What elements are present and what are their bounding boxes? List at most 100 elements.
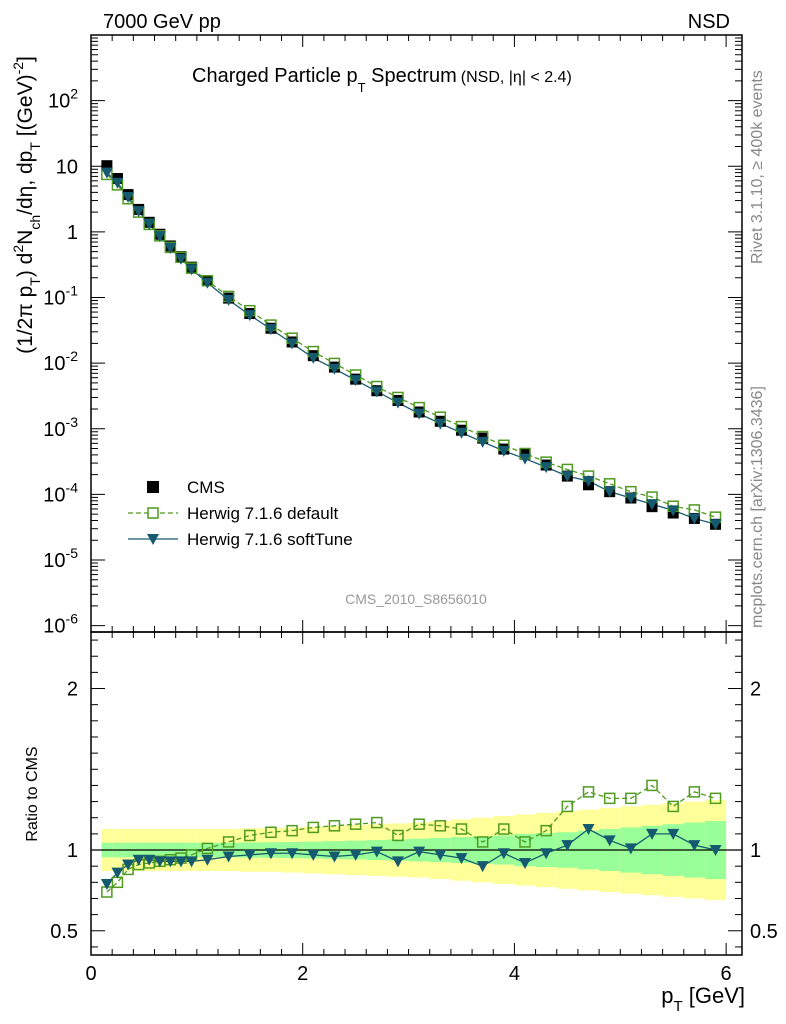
herwig-softtune-point — [243, 310, 256, 322]
ratio-default-point — [201, 842, 214, 855]
herwig-softtune-point — [201, 277, 214, 289]
y-tick-label: 10-3 — [43, 414, 78, 441]
x-tick-label: 2 — [297, 963, 308, 985]
herwig-softtune-point — [111, 177, 124, 189]
title-main-sub: T — [358, 80, 366, 95]
ratio-softtune-point — [153, 856, 166, 868]
ratio-softtune-point — [561, 840, 574, 852]
ratio-default-point — [371, 816, 383, 829]
ratio-softtune-point — [540, 848, 553, 860]
herwig-softtune-point — [122, 192, 135, 204]
herwig-softtune-point — [143, 218, 156, 230]
ratio-softtune-point — [243, 849, 256, 861]
ratio-default-point — [646, 779, 658, 792]
ratio-softtune-point — [185, 856, 198, 868]
legend-softtune-marker — [147, 534, 159, 545]
ratio-softtune-point — [582, 824, 595, 836]
ratio-default-point — [625, 792, 637, 805]
main-plot-panel: Charged Particle pT Spectrum (NSD, |η| < … — [10, 34, 743, 638]
ratio-softtune-point — [455, 853, 468, 865]
ratio-default-point — [413, 818, 425, 830]
ratio-y-tick-label-right: 2 — [750, 679, 761, 701]
herwig-softtune-point — [370, 386, 383, 398]
svg-text:Charged Particle pT Spectrum(N: Charged Particle pT Spectrum (NSD, |η| < … — [192, 65, 572, 95]
herwig-softtune-point — [624, 493, 637, 505]
ratio-default-point — [328, 820, 341, 832]
herwig-softtune-point — [519, 453, 531, 465]
y-tick-label: 10 — [56, 156, 78, 178]
header-left: 7000 GeV pp — [103, 11, 221, 33]
ratio-default-line — [106, 784, 716, 893]
herwig-softtune-point — [561, 471, 574, 483]
ratio-default-point — [709, 792, 722, 805]
herwig-softtune-point — [688, 513, 701, 525]
mcplots-label: mcplots.cern.ch [arXiv:1306.3436] — [749, 386, 766, 628]
ratio-softtune-point — [286, 848, 299, 860]
title-qualifier: (NSD, |η| < 2.4) — [461, 69, 572, 86]
ratio-default-point — [476, 836, 489, 848]
ratio-softtune-point — [434, 849, 447, 861]
herwig-softtune-point — [307, 352, 320, 364]
ratio-softtune-point — [100, 878, 113, 890]
ratio-softtune-point — [370, 846, 383, 858]
ratio-softtune-point — [201, 854, 214, 866]
ratio-default-point — [688, 786, 701, 798]
ratio-default-point — [603, 792, 616, 805]
herwig-softtune-point — [455, 427, 468, 439]
herwig-softtune-point — [328, 363, 341, 375]
rivet-label: Rivet 3.1.10, ≥ 400k events — [749, 70, 766, 264]
ratio-default-point — [222, 836, 235, 848]
herwig-softtune-point — [164, 242, 177, 254]
x-tick-label: 0 — [85, 963, 96, 985]
ratio-softtune-point — [646, 828, 659, 840]
ratio-plot-panel: 0 2 4 6 0.5 0.5 1 1 2 2 Ratio to CMS pT [GeV] — [24, 631, 778, 1015]
ratio-y-tick-label: 2 — [67, 679, 78, 701]
y-tick-label: 10-5 — [43, 545, 78, 572]
y-tick-label: 1 — [67, 222, 78, 244]
herwig-softtune-point — [540, 462, 553, 474]
ratio-y-axis-label: Ratio to CMS — [24, 746, 41, 841]
chart-title: Charged Particle pT Spectrum (NSD, |η| < … — [192, 65, 572, 95]
herwig-softtune-point — [709, 519, 722, 531]
ratio-y-tick-label: 0.5 — [50, 921, 78, 943]
herwig-softtune-point — [100, 167, 113, 179]
herwig-softtune-point — [603, 486, 616, 498]
herwig-softtune-point — [286, 338, 299, 350]
ratio-softtune-point — [603, 835, 616, 847]
ratio-softtune-point — [391, 856, 404, 868]
legend: CMS Herwig 7.1.6 default Herwig 7.1.6 soft… — [128, 478, 353, 549]
herwig-softtune-point — [185, 264, 198, 276]
ratio-default-point — [307, 821, 320, 834]
herwig-softtune-point — [476, 436, 489, 448]
title-main-tail: Spectrum — [366, 65, 457, 87]
title-main: Charged Particle p — [192, 65, 358, 87]
herwig-softtune-point — [646, 499, 659, 511]
ratio-softtune-point — [476, 861, 489, 873]
ratio-softtune-point — [307, 849, 320, 861]
legend-entry-label: Herwig 7.1.6 softTune — [187, 530, 353, 549]
ratio-softtune-point — [111, 867, 124, 879]
herwig-softtune-point — [413, 408, 426, 420]
x-tick-label: 4 — [509, 963, 520, 985]
ratio-softtune-point — [688, 840, 701, 852]
y-tick-label: 102 — [48, 86, 78, 113]
cms-point — [101, 160, 113, 172]
legend-default-marker — [147, 507, 159, 519]
herwig-softtune-point — [497, 445, 510, 457]
legend-cms-marker — [147, 481, 159, 493]
ratio-default-point — [392, 829, 404, 842]
ratio-default-point — [667, 800, 679, 813]
ratio-softtune-point — [497, 848, 510, 860]
herwig-softtune-point — [391, 397, 404, 409]
legend-entry-label: CMS — [187, 478, 225, 497]
herwig-softtune-line — [106, 172, 716, 525]
y-tick-label: 10-6 — [43, 611, 78, 638]
herwig-softtune-point — [153, 231, 166, 243]
ratio-y-tick-label: 1 — [67, 840, 78, 862]
ratio-softtune-point — [349, 849, 362, 861]
ratio-default-point — [455, 823, 468, 835]
ratio-default-point — [519, 836, 531, 848]
main-y-axis-label-text: (1/2π pT) d2Nch/dη, dpT [(GeV)-2] — [10, 56, 43, 354]
herwig-default-line — [106, 173, 716, 518]
ratio-plot-frame — [90, 631, 743, 956]
